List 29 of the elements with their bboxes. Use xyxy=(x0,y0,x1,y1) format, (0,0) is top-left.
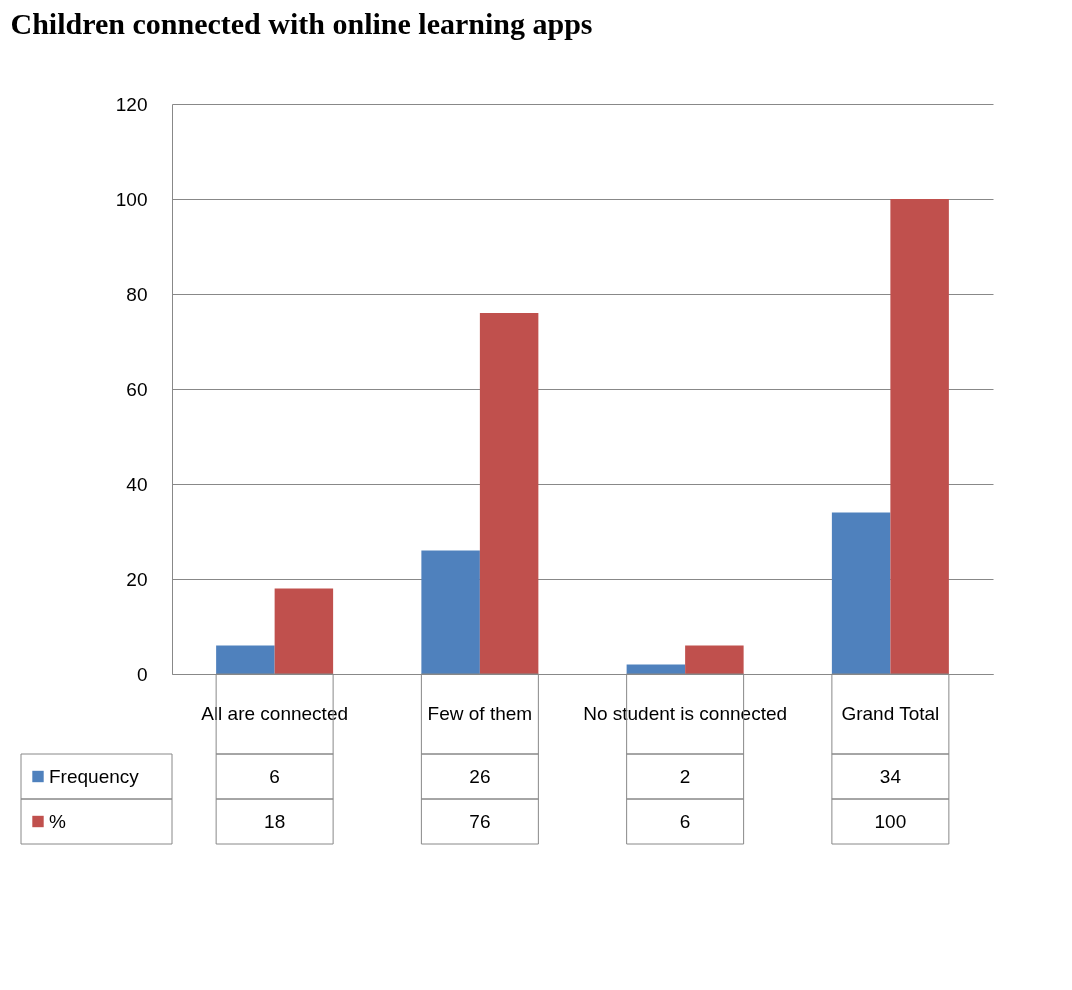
data-label: 2 xyxy=(679,765,691,787)
bar xyxy=(216,645,275,674)
legend-label: % xyxy=(49,810,66,832)
bar xyxy=(274,588,334,674)
y-tick-label: 20 xyxy=(126,568,148,590)
chart-title: Children connected with online learning apps xyxy=(10,7,593,40)
data-label: 34 xyxy=(879,765,902,787)
bar xyxy=(479,313,539,674)
x-tick-label: Grand Total xyxy=(841,702,940,724)
bar xyxy=(890,199,949,674)
data-label: 6 xyxy=(679,810,691,832)
x-tick-label: Few of them xyxy=(427,702,533,724)
y-tick-label: 100 xyxy=(115,188,148,210)
x-tick-label: All are connected xyxy=(201,702,349,724)
bar xyxy=(421,550,480,674)
data-label: 100 xyxy=(874,810,907,832)
data-label: 6 xyxy=(269,765,280,787)
data-label: 76 xyxy=(469,810,491,832)
data-label: 18 xyxy=(264,810,286,832)
y-tick-label: 80 xyxy=(126,283,148,305)
data-label: 26 xyxy=(469,765,491,787)
y-tick-label: 0 xyxy=(136,663,148,685)
y-tick-label: 120 xyxy=(115,93,148,115)
bar xyxy=(831,512,891,674)
y-tick-label: 40 xyxy=(126,473,148,495)
x-tick-label: No student is connected xyxy=(583,702,788,724)
y-tick-label: 60 xyxy=(126,378,148,400)
legend-label: Frequency xyxy=(49,765,140,787)
bar xyxy=(685,645,744,674)
